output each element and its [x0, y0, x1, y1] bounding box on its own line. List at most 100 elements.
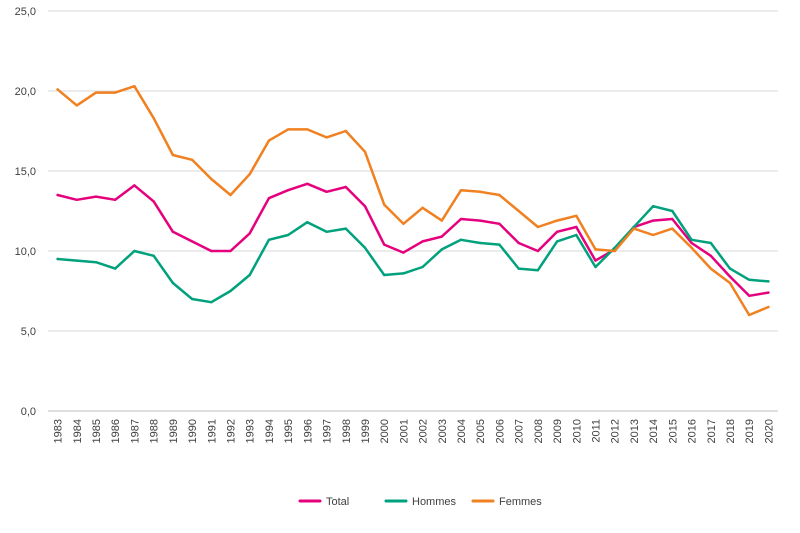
data-point-hommes [651, 205, 655, 208]
series-line-total [56, 182, 770, 298]
data-point-femmes [671, 227, 674, 230]
data-point-hommes [690, 238, 693, 241]
data-point-hommes [594, 265, 597, 269]
x-tick-label: 2005 [475, 419, 487, 443]
data-point-hommes [728, 267, 732, 270]
data-point-femmes [56, 88, 59, 91]
data-point-femmes [286, 128, 290, 131]
data-point-hommes [286, 233, 290, 237]
data-point-hommes [383, 273, 386, 277]
x-tick-label: 1993 [245, 419, 257, 443]
legend-label-femmes: Femmes [499, 496, 542, 508]
data-point-femmes [459, 189, 463, 192]
data-point-femmes [133, 85, 136, 88]
data-point-total [325, 190, 328, 193]
x-tick-label: 2016 [687, 419, 699, 443]
x-tick-label: 2020 [763, 419, 775, 443]
data-point-hommes [56, 257, 59, 261]
data-point-femmes [383, 203, 386, 206]
data-point-hommes [152, 254, 155, 257]
x-tick-label: 2001 [398, 419, 410, 443]
data-point-femmes [190, 158, 194, 161]
data-point-total [728, 275, 732, 278]
data-point-hommes [440, 248, 443, 251]
data-point-total [459, 217, 463, 221]
data-point-total [306, 182, 309, 185]
x-tick-label: 2006 [494, 419, 506, 443]
x-tick-label: 1989 [168, 419, 180, 443]
x-tick-label: 1994 [264, 419, 276, 443]
data-point-total [709, 254, 712, 257]
x-tick-label: 1988 [149, 419, 161, 443]
data-point-total [363, 205, 367, 208]
data-point-femmes [306, 128, 309, 131]
data-point-total [56, 193, 59, 197]
series-line-hommes [56, 204, 770, 304]
data-point-hommes [306, 221, 309, 224]
data-point-femmes [517, 209, 520, 213]
x-tick-label: 2017 [706, 419, 718, 443]
data-point-hommes [671, 209, 674, 213]
data-point-total [344, 185, 347, 189]
series-line-femmes [56, 84, 770, 317]
data-point-femmes [555, 219, 559, 222]
data-point-total [94, 195, 98, 198]
data-point-total [402, 251, 405, 254]
data-point-total [383, 243, 386, 246]
gridlines [48, 10, 778, 412]
data-point-hommes [748, 278, 751, 281]
data-point-total [421, 240, 424, 243]
x-tick-label: 1995 [283, 419, 295, 443]
data-point-femmes [575, 214, 578, 217]
x-tick-label: 2011 [591, 419, 603, 443]
data-point-femmes [440, 219, 443, 222]
data-point-hommes [498, 243, 501, 246]
data-point-total [690, 241, 693, 245]
x-tick-label: 2014 [648, 419, 660, 443]
series-lines [56, 84, 770, 317]
x-tick-label: 2012 [610, 419, 622, 443]
data-point-total [748, 294, 751, 297]
data-point-hommes [133, 249, 136, 253]
data-point-total [248, 232, 251, 235]
data-point-total [75, 198, 79, 201]
data-point-total [267, 197, 271, 200]
data-point-hommes [171, 281, 175, 285]
data-point-hommes [210, 301, 213, 304]
data-point-total [171, 230, 175, 233]
data-point-femmes [152, 117, 155, 120]
data-point-femmes [748, 313, 751, 317]
y-tick-label: 10,0 [15, 246, 36, 258]
data-point-femmes [114, 91, 117, 94]
data-point-total [575, 225, 578, 229]
data-point-total [133, 184, 136, 187]
data-point-femmes [267, 139, 271, 142]
data-point-total [498, 222, 501, 225]
x-tick-label: 1991 [206, 419, 218, 443]
data-point-hommes [94, 261, 98, 264]
x-tick-label: 2003 [437, 419, 449, 443]
x-tick-label: 2007 [514, 419, 526, 443]
x-tick-label: 1996 [302, 419, 314, 443]
x-tick-label: 1998 [341, 419, 353, 443]
y-axis-ticks: 0,0 5,0 10,0 15,0 20,0 25,0 [15, 6, 36, 418]
data-point-hommes [325, 230, 328, 233]
data-point-hommes [555, 240, 559, 243]
data-point-hommes [421, 265, 424, 269]
data-point-femmes [479, 190, 482, 193]
data-point-hommes [114, 267, 117, 270]
data-point-hommes [344, 227, 347, 230]
legend-label-hommes: Hommes [412, 496, 457, 508]
data-point-hommes [402, 272, 405, 275]
data-point-total [555, 230, 559, 233]
data-point-femmes [632, 227, 636, 230]
data-point-hommes [190, 297, 194, 301]
data-point-total [651, 219, 655, 222]
data-point-hommes [479, 241, 482, 245]
data-point-hommes [363, 246, 367, 249]
data-point-hommes [229, 289, 232, 293]
y-tick-label: 20,0 [15, 86, 36, 98]
x-tick-label: 2010 [571, 419, 583, 443]
